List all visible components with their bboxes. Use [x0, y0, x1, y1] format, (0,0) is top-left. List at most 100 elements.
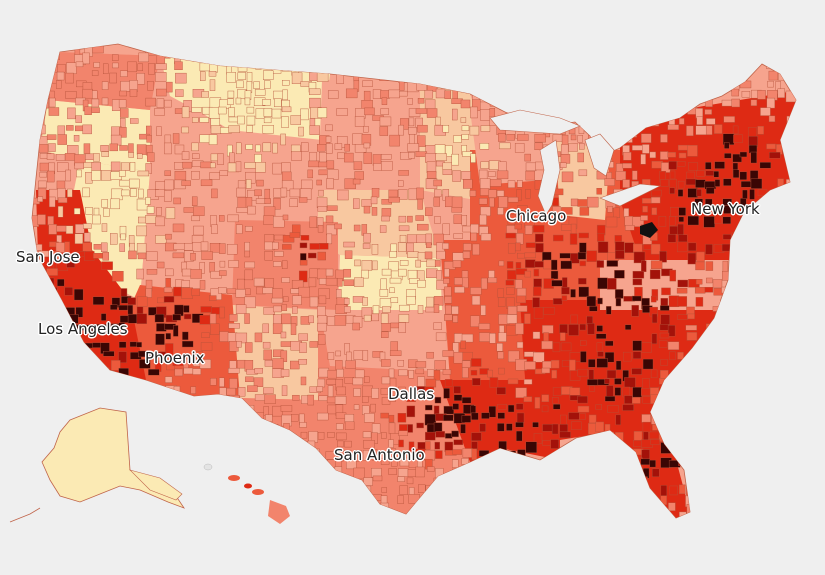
county-cell [651, 91, 659, 100]
county-cell [686, 513, 693, 518]
county-cell [678, 458, 688, 466]
county-cell [436, 280, 448, 290]
city-label-san-antonio[interactable]: San Antonio [334, 446, 425, 464]
county-cell [760, 107, 771, 116]
county-cell [255, 108, 266, 119]
county-cell [443, 405, 455, 415]
county-cell [589, 469, 598, 478]
county-cell [604, 396, 616, 402]
city-label-dallas[interactable]: Dallas [388, 385, 435, 403]
county-cell [317, 514, 326, 518]
county-cell [199, 359, 212, 369]
county-cell [705, 187, 715, 194]
county-cell [298, 359, 307, 365]
county-cell [560, 162, 567, 168]
county-cell [290, 115, 301, 125]
county-cell [130, 118, 139, 124]
county-cell [642, 91, 648, 101]
county-cell [433, 296, 444, 306]
county-cell [721, 306, 729, 318]
county-cell [354, 512, 362, 518]
county-cell [309, 54, 320, 66]
county-cell [436, 250, 446, 260]
county-cell [343, 241, 355, 248]
city-label-los-angeles[interactable]: Los Angeles [38, 320, 128, 338]
city-label-san-jose[interactable]: San Jose [16, 248, 80, 266]
county-cell [398, 73, 405, 83]
county-cell [606, 135, 615, 143]
county-cell [265, 414, 273, 422]
county-cell [92, 378, 99, 384]
county-cell [93, 512, 102, 518]
county-cell [571, 494, 583, 504]
county-cell [796, 442, 804, 447]
county-cell [388, 197, 400, 203]
county-cell [229, 314, 238, 322]
county-cell [650, 53, 661, 63]
county-cell [346, 504, 357, 511]
county-cell [578, 169, 588, 177]
county-cell-highest [640, 222, 658, 238]
county-cell [542, 325, 554, 334]
county-cell [74, 46, 81, 56]
county-cell [596, 260, 605, 268]
city-label-new-york[interactable]: New York [691, 200, 760, 218]
county-cell [686, 468, 695, 481]
county-cell [192, 512, 203, 518]
county-cell [463, 179, 473, 189]
county-cell [301, 142, 309, 152]
county-cell [100, 386, 109, 395]
county-cell [633, 494, 642, 501]
county-cell [227, 421, 239, 429]
county-cell [254, 52, 261, 61]
county-cell [317, 412, 329, 421]
county-cell [434, 441, 440, 450]
county-cell [589, 385, 595, 392]
county-cell [712, 279, 723, 288]
county-cell [325, 124, 333, 132]
county-cell [596, 342, 604, 353]
county-cell [739, 396, 749, 408]
county-cell [516, 189, 522, 201]
county-cell [263, 117, 272, 124]
county-cell [480, 71, 490, 81]
county-cell [731, 88, 739, 97]
county-cell [588, 414, 597, 424]
county-cell [687, 242, 697, 252]
county-cell [146, 269, 158, 275]
county-cell [219, 377, 225, 388]
county-cell [381, 331, 389, 338]
county-cell [101, 81, 109, 90]
county-cell [119, 108, 129, 118]
county-cell [624, 502, 634, 511]
county-cell [65, 91, 77, 99]
county-cell [606, 369, 617, 379]
county-cell [136, 512, 146, 518]
county-cell [353, 161, 363, 170]
county-cell [669, 351, 676, 361]
county-cell [75, 125, 84, 132]
county-cell [291, 280, 304, 289]
county-cell [712, 432, 725, 444]
city-label-phoenix[interactable]: Phoenix [145, 349, 205, 367]
county-cell [660, 485, 668, 497]
county-cell [444, 90, 451, 99]
county-cell [688, 162, 698, 171]
county-cell [775, 250, 785, 260]
county-cell [280, 187, 288, 198]
county-cell [66, 125, 74, 131]
county-cell [343, 298, 350, 305]
county-cell [595, 421, 604, 433]
county-cell [415, 368, 425, 375]
county-cell [32, 134, 39, 142]
county-cell [552, 404, 561, 410]
county-cell [262, 142, 272, 153]
county-cell [408, 127, 417, 135]
city-label-chicago[interactable]: Chicago [506, 207, 567, 225]
county-cell [516, 341, 524, 349]
county-cell [605, 475, 612, 484]
county-cell [344, 250, 353, 259]
county-cell [435, 513, 447, 518]
county-cell [263, 70, 274, 80]
county-cell [200, 241, 209, 252]
